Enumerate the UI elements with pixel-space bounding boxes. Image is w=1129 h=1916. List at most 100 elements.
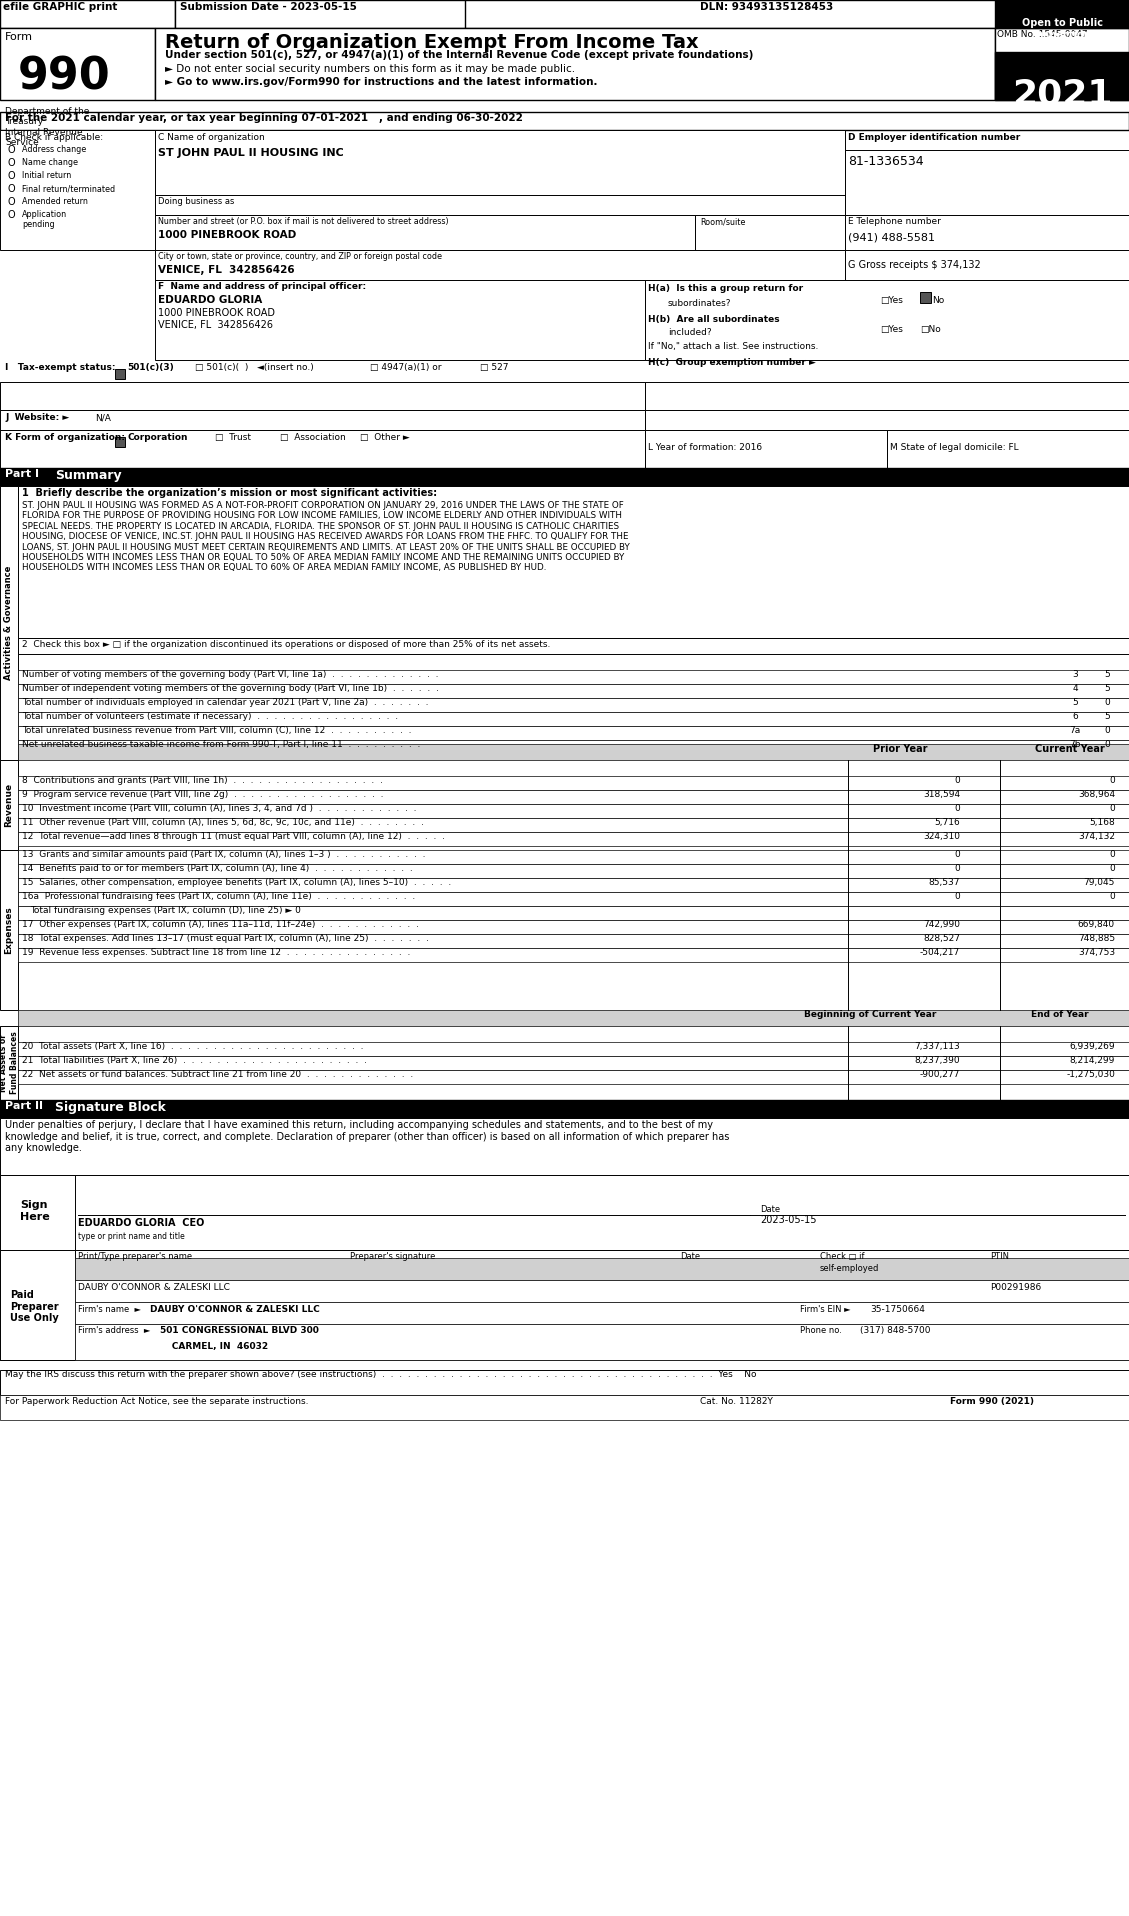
Text: 0: 0 bbox=[954, 805, 960, 812]
Bar bbox=[0, 1249, 75, 1360]
Text: Return of Organization Exempt From Income Tax: Return of Organization Exempt From Incom… bbox=[165, 33, 699, 52]
Text: 13  Grants and similar amounts paid (Part IX, column (A), lines 1–3 )  .  .  .  : 13 Grants and similar amounts paid (Part… bbox=[21, 851, 426, 858]
Text: Firm's address  ►: Firm's address ► bbox=[78, 1326, 150, 1335]
Text: For the 2021 calendar year, or tax year beginning 07-01-2021   , and ending 06-3: For the 2021 calendar year, or tax year … bbox=[5, 113, 523, 123]
Text: Open to Public
Inspection: Open to Public Inspection bbox=[1022, 17, 1103, 40]
Text: 374,753: 374,753 bbox=[1078, 948, 1115, 956]
Text: L Year of formation: 2016: L Year of formation: 2016 bbox=[648, 443, 762, 452]
Text: DLN: 93493135128453: DLN: 93493135128453 bbox=[700, 2, 833, 11]
Bar bbox=[995, 29, 1129, 100]
Text: 742,990: 742,990 bbox=[924, 920, 960, 929]
Text: Cat. No. 11282Y: Cat. No. 11282Y bbox=[700, 1397, 773, 1406]
Text: Name change: Name change bbox=[21, 157, 78, 167]
Text: 0: 0 bbox=[1104, 740, 1110, 749]
Bar bbox=[115, 370, 125, 379]
Text: 501(c)(3): 501(c)(3) bbox=[126, 362, 174, 372]
Text: □Yes: □Yes bbox=[879, 326, 903, 333]
Text: Net unrelated business taxable income from Form 990-T, Part I, line 11  .  .  . : Net unrelated business taxable income fr… bbox=[21, 740, 420, 749]
Text: 5,716: 5,716 bbox=[935, 818, 960, 828]
Text: □ 527: □ 527 bbox=[480, 362, 508, 372]
Bar bbox=[18, 878, 1129, 893]
Text: 8,214,299: 8,214,299 bbox=[1069, 1056, 1115, 1065]
Bar bbox=[645, 429, 887, 468]
Text: Amended return: Amended return bbox=[21, 197, 88, 207]
Text: 17  Other expenses (Part IX, column (A), lines 11a–11d, 11f–24e)  .  .  .  .  . : 17 Other expenses (Part IX, column (A), … bbox=[21, 920, 419, 929]
Text: subordinates?: subordinates? bbox=[668, 299, 732, 308]
Text: K Form of organization:: K Form of organization: bbox=[5, 433, 125, 443]
Text: 2  Check this box ► □ if the organization discontinued its operations or dispose: 2 Check this box ► □ if the organization… bbox=[21, 640, 550, 650]
Text: 669,840: 669,840 bbox=[1078, 920, 1115, 929]
Bar bbox=[18, 684, 1129, 697]
Text: 5: 5 bbox=[1104, 684, 1110, 694]
Text: O: O bbox=[8, 184, 16, 194]
Text: 7,337,113: 7,337,113 bbox=[914, 1042, 960, 1052]
Text: 8  Contributions and grants (Part VIII, line 1h)  .  .  .  .  .  .  .  .  .  .  : 8 Contributions and grants (Part VIII, l… bbox=[21, 776, 383, 786]
Text: OMB No. 1545-0047: OMB No. 1545-0047 bbox=[997, 31, 1087, 38]
Text: -900,277: -900,277 bbox=[920, 1069, 960, 1079]
Text: C Name of organization: C Name of organization bbox=[158, 132, 264, 142]
Bar bbox=[0, 1175, 75, 1249]
Bar bbox=[887, 429, 1129, 468]
Text: May the IRS discuss this return with the preparer shown above? (see instructions: May the IRS discuss this return with the… bbox=[5, 1370, 756, 1380]
Text: 16a  Professional fundraising fees (Part IX, column (A), line 11e)  .  .  .  .  : 16a Professional fundraising fees (Part … bbox=[21, 893, 415, 901]
Bar bbox=[0, 468, 1129, 487]
Text: □  Trust: □ Trust bbox=[215, 433, 251, 443]
Text: 0: 0 bbox=[1104, 726, 1110, 736]
Bar bbox=[18, 776, 1129, 789]
Bar bbox=[18, 713, 1129, 726]
Bar bbox=[155, 29, 995, 100]
Text: Sign
Here: Sign Here bbox=[20, 1199, 50, 1222]
Text: EDUARDO GLORIA: EDUARDO GLORIA bbox=[158, 295, 262, 305]
Text: 374,132: 374,132 bbox=[1078, 832, 1115, 841]
Bar bbox=[18, 818, 1129, 832]
Text: Application
pending: Application pending bbox=[21, 211, 67, 230]
Text: Form 990 (2021): Form 990 (2021) bbox=[949, 1397, 1034, 1406]
Bar bbox=[18, 726, 1129, 740]
Text: (941) 488-5581: (941) 488-5581 bbox=[848, 232, 935, 241]
Text: Revenue: Revenue bbox=[5, 784, 14, 828]
Text: 0: 0 bbox=[954, 893, 960, 901]
Text: VENICE, FL  342856426: VENICE, FL 342856426 bbox=[158, 320, 273, 330]
Bar bbox=[115, 437, 125, 446]
Text: 21  Total liabilities (Part X, line 26)  .  .  .  .  .  .  .  .  .  .  .  .  .  : 21 Total liabilities (Part X, line 26) .… bbox=[21, 1056, 367, 1065]
Bar bbox=[0, 0, 1129, 29]
Text: 4: 4 bbox=[1073, 684, 1078, 694]
Bar bbox=[0, 1025, 18, 1100]
Bar bbox=[18, 893, 1129, 906]
Text: 990: 990 bbox=[18, 56, 111, 98]
Bar bbox=[645, 410, 1129, 429]
Bar bbox=[0, 761, 18, 851]
Text: Total unrelated business revenue from Part VIII, column (C), line 12  .  .  .  .: Total unrelated business revenue from Pa… bbox=[21, 726, 411, 736]
Text: F  Name and address of principal officer:: F Name and address of principal officer: bbox=[158, 282, 366, 291]
Bar bbox=[695, 215, 844, 249]
Text: Part I: Part I bbox=[5, 469, 40, 479]
Bar bbox=[155, 215, 695, 249]
Bar bbox=[0, 1119, 1129, 1175]
Bar bbox=[995, 52, 1129, 100]
Bar bbox=[75, 1324, 1129, 1360]
Text: Paid
Preparer
Use Only: Paid Preparer Use Only bbox=[10, 1289, 59, 1324]
Text: I   Tax-exempt status:: I Tax-exempt status: bbox=[5, 362, 115, 372]
Text: City or town, state or province, country, and ZIP or foreign postal code: City or town, state or province, country… bbox=[158, 253, 441, 261]
Text: 0: 0 bbox=[1110, 805, 1115, 812]
Text: □  Association: □ Association bbox=[280, 433, 345, 443]
Text: DAUBY O'CONNOR & ZALESKI LLC: DAUBY O'CONNOR & ZALESKI LLC bbox=[150, 1305, 320, 1314]
Text: Current Year: Current Year bbox=[1035, 743, 1105, 755]
Text: ► Do not enter social security numbers on this form as it may be made public.: ► Do not enter social security numbers o… bbox=[165, 63, 575, 75]
Text: 5,168: 5,168 bbox=[1089, 818, 1115, 828]
Text: Number and street (or P.O. box if mail is not delivered to street address): Number and street (or P.O. box if mail i… bbox=[158, 217, 448, 226]
Text: Expenses: Expenses bbox=[5, 906, 14, 954]
Bar bbox=[920, 291, 931, 303]
Text: N/A: N/A bbox=[95, 414, 111, 422]
Text: 2023-05-15: 2023-05-15 bbox=[760, 1215, 816, 1224]
Text: O: O bbox=[8, 157, 16, 169]
Text: 9  Program service revenue (Part VIII, line 2g)  .  .  .  .  .  .  .  .  .  .  .: 9 Program service revenue (Part VIII, li… bbox=[21, 789, 384, 799]
Text: Department of the
Treasury
Internal Revenue
Service: Department of the Treasury Internal Reve… bbox=[5, 107, 89, 148]
Text: Prior Year: Prior Year bbox=[873, 743, 927, 755]
Text: 0: 0 bbox=[1110, 776, 1115, 786]
Text: 828,527: 828,527 bbox=[924, 933, 960, 943]
Text: Total number of individuals employed in calendar year 2021 (Part V, line 2a)  . : Total number of individuals employed in … bbox=[21, 697, 429, 707]
Text: VENICE, FL  342856426: VENICE, FL 342856426 bbox=[158, 264, 295, 276]
Text: Signature Block: Signature Block bbox=[55, 1102, 166, 1113]
Text: □ 4947(a)(1) or: □ 4947(a)(1) or bbox=[370, 362, 441, 372]
